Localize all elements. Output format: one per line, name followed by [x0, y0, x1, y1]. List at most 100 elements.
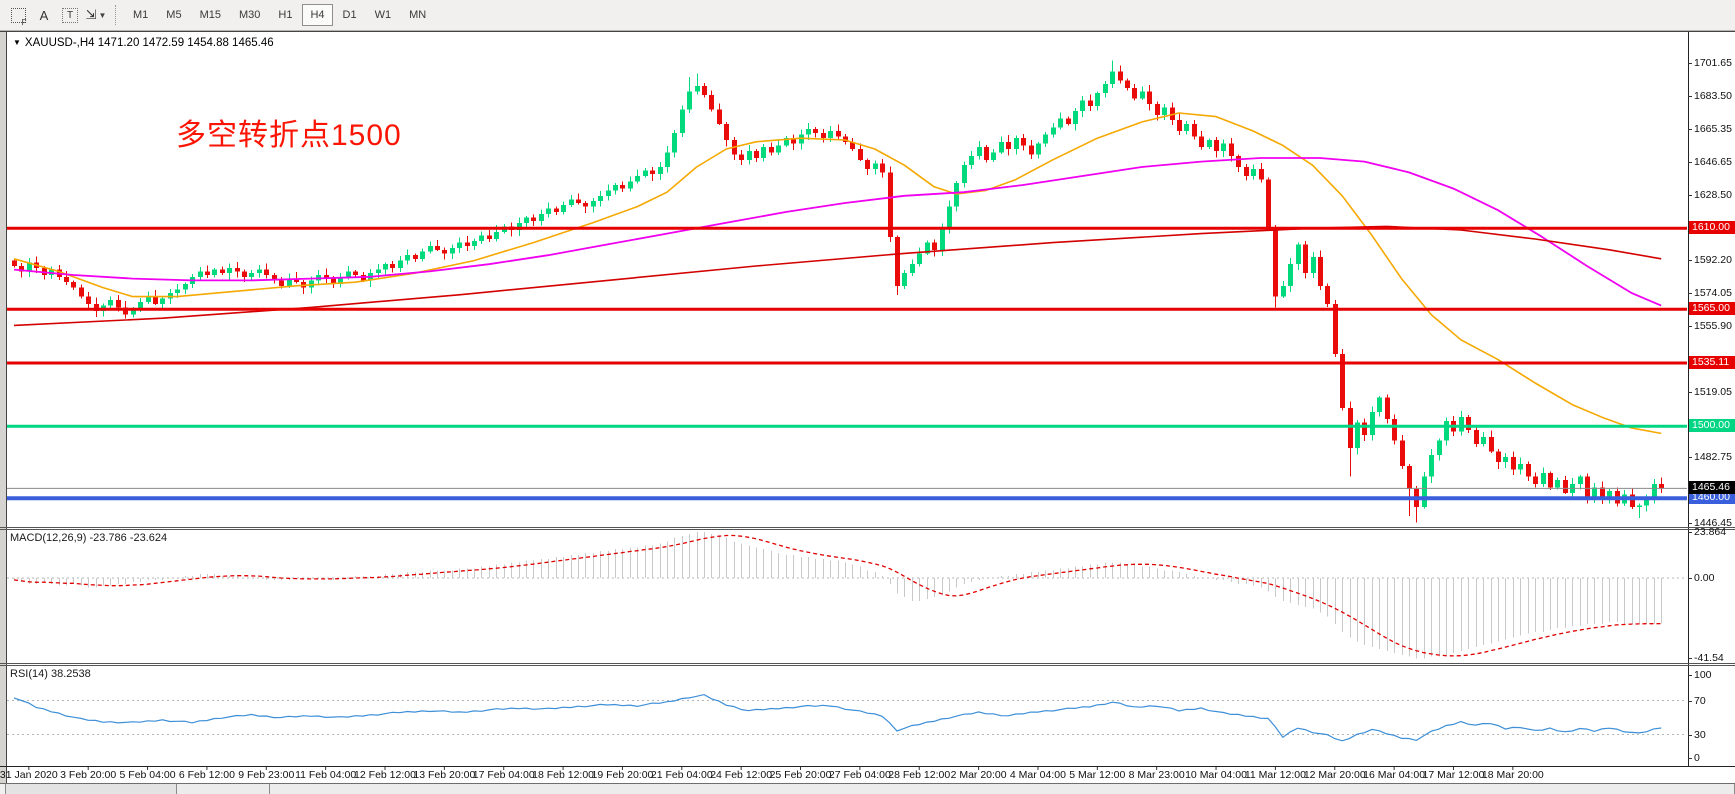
time-tick-label: 31 Jan 2020: [0, 769, 58, 781]
time-tick-label: 5 Mar 12:00: [1069, 769, 1126, 781]
price-tick-mark: [1688, 391, 1692, 393]
text-label-icon: T: [62, 7, 78, 23]
chart-tab-3[interactable]: [270, 784, 1735, 794]
time-tick-label: 8 Mar 23:00: [1128, 769, 1185, 781]
time-tick-label: 18 Mar 20:00: [1481, 769, 1544, 781]
macd-tick-label: -41.54: [1694, 651, 1724, 664]
price-tick-label: 1574.05: [1694, 286, 1732, 299]
time-tick-label: 3 Feb 20:00: [60, 769, 117, 781]
text-a-icon: A: [39, 7, 49, 23]
time-tick-label: 27 Feb 04:00: [828, 769, 891, 781]
level-price-tag: 1500.00: [1689, 419, 1735, 433]
price-tick-label: 1665.35: [1694, 122, 1732, 135]
price-tick-label: 1519.05: [1694, 385, 1732, 398]
chevron-down-icon: ▼: [98, 10, 107, 20]
arrows-tool-button[interactable]: ⇲ ▼: [83, 3, 109, 27]
time-tick-label: 11 Mar 12:00: [1244, 769, 1306, 781]
level-price-tag: 1535.11: [1689, 356, 1735, 369]
price-tick-mark: [1688, 162, 1692, 164]
level-price-tag: 1460.00: [1689, 491, 1735, 505]
rsi-tick-label: 0: [1694, 752, 1700, 764]
macd-tick-label: 0.00: [1694, 572, 1715, 584]
price-tick-mark: [1688, 260, 1692, 262]
time-tick-label: 13 Feb 20:00: [413, 769, 476, 781]
price-tick-label: 1592.20: [1694, 254, 1732, 267]
price-tick-label: 1628.50: [1694, 188, 1732, 201]
time-tick-label: 24 Feb 12:00: [710, 769, 773, 781]
time-tick-label: 17 Mar 12:00: [1422, 769, 1485, 781]
rsi-tick-label: 100: [1694, 669, 1712, 681]
price-tick-label: 1555.90: [1694, 319, 1732, 332]
time-tick-label: 19 Feb 20:00: [591, 769, 654, 781]
chart-tab-1[interactable]: [5, 784, 177, 794]
rsi-tick-mark: [1688, 675, 1692, 676]
chart-annotation-text: 多空转折点1500: [176, 119, 402, 152]
time-tick-label: 5 Feb 04:00: [119, 769, 176, 781]
price-tick-label: 1446.45: [1694, 516, 1732, 529]
time-tick-label: 6 Feb 12:00: [178, 769, 235, 781]
rsi-indicator-label: RSI(14) 38.2538: [10, 668, 91, 680]
level-price-tag: 1610.00: [1689, 221, 1735, 235]
time-tick-label: 11 Feb 04:00: [295, 769, 357, 781]
rsi-tick-mark: [1688, 700, 1692, 702]
chart-tab-bar: [0, 783, 1735, 794]
price-tick-mark: [1688, 325, 1692, 327]
macd-tick-mark: [1688, 532, 1692, 534]
macd-indicator-label: MACD(12,26,9) -23.786 -23.624: [10, 532, 168, 544]
price-tick-mark: [1688, 292, 1692, 294]
timeframe-h4-button[interactable]: H4: [302, 4, 333, 26]
timeframe-mn-button[interactable]: MN: [409, 9, 427, 21]
timeframe-w1-button[interactable]: W1: [374, 9, 392, 21]
fibonacci-tool-button[interactable]: F: [5, 3, 31, 27]
time-tick-label: 28 Feb 12:00: [888, 769, 951, 781]
time-tick-label: 9 Feb 23:00: [238, 769, 295, 781]
text-label-tool-button[interactable]: T: [57, 3, 83, 27]
price-tick-mark: [1688, 95, 1692, 97]
time-tick-label: 18 Feb 12:00: [532, 769, 595, 781]
time-tick-label: 4 Mar 04:00: [1009, 769, 1066, 781]
price-tick-label: 1683.50: [1694, 89, 1732, 102]
rsi-tick-mark: [1688, 734, 1692, 736]
chart-tab-2[interactable]: [177, 784, 270, 794]
arrows-icon: ⇲: [85, 7, 97, 22]
time-tick-label: 12 Mar 20:00: [1303, 769, 1366, 781]
time-tick-label: 21 Feb 04:00: [650, 769, 713, 781]
time-tick-label: 12 Feb 12:00: [354, 769, 416, 781]
time-tick-label: 16 Mar 04:00: [1363, 769, 1426, 781]
price-tick-mark: [1688, 522, 1692, 524]
time-tick-label: 17 Feb 04:00: [472, 769, 535, 781]
timeframe-toolbar: M1 M5 M15 M30 H1 H4 D1 W1 MN: [125, 4, 436, 26]
symbol-ohlc-text: XAUUSD-,H4 1471.20 1472.59 1454.88 1465.…: [24, 37, 274, 49]
fibonacci-icon: F: [10, 7, 27, 27]
macd-tick-mark: [1688, 578, 1692, 579]
text-tool-button[interactable]: A: [31, 3, 57, 27]
time-tick-label: 25 Feb 20:00: [769, 769, 832, 781]
price-tick-mark: [1688, 128, 1692, 130]
macd-tick-label: 23.864: [1694, 526, 1727, 539]
timeframe-d1-button[interactable]: D1: [342, 9, 357, 21]
chart-title[interactable]: ▼ XAUUSD-,H4 1471.20 1472.59 1454.88 1465…: [13, 37, 274, 49]
timeframe-m5-button[interactable]: M5: [166, 9, 182, 21]
time-tick-label: 10 Mar 04:00: [1185, 769, 1247, 781]
macd-tick-mark: [1688, 657, 1692, 659]
timeframe-h1-button[interactable]: H1: [278, 9, 293, 21]
timeframe-m30-button[interactable]: M30: [238, 9, 261, 21]
current-price-tag: 1465.46: [1689, 481, 1735, 495]
price-tick-mark: [1688, 63, 1692, 65]
price-tick-mark: [1688, 194, 1692, 196]
level-price-tag: 1565.00: [1689, 302, 1735, 316]
time-tick-label: 2 Mar 20:00: [950, 769, 1007, 781]
rsi-tick-label: 70: [1694, 694, 1706, 707]
price-tick-label: 1482.75: [1694, 451, 1732, 464]
price-tick-label: 1701.65: [1694, 57, 1732, 70]
toolbar-separator: [115, 5, 117, 25]
toolbar: F A T ⇲ ▼ M1 M5 M15 M30 H1 H4 D1 W1 MN: [0, 0, 1735, 31]
timeframe-m1-button[interactable]: M1: [133, 9, 149, 21]
rsi-tick-label: 30: [1694, 728, 1706, 741]
price-tick-label: 1646.65: [1694, 156, 1732, 169]
price-tick-mark: [1688, 457, 1692, 459]
rsi-tick-mark: [1688, 758, 1692, 759]
symbol-dropdown-icon: ▼: [13, 38, 21, 47]
timeframe-m15-button[interactable]: M15: [199, 9, 221, 21]
